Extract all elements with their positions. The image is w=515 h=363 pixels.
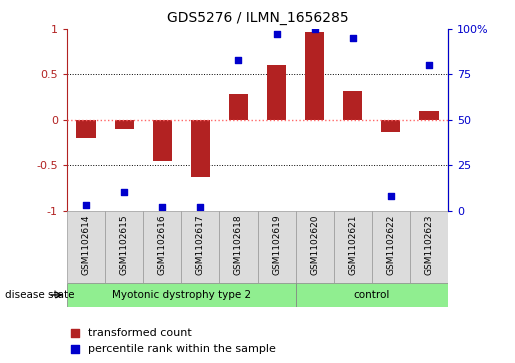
Point <box>158 204 166 210</box>
Bar <box>305 32 324 120</box>
Text: GSM1102621: GSM1102621 <box>348 214 357 275</box>
Point <box>82 202 90 208</box>
Point <box>120 189 128 195</box>
Text: GSM1102614: GSM1102614 <box>81 214 91 275</box>
Point <box>272 32 281 37</box>
Text: GSM1102620: GSM1102620 <box>310 214 319 275</box>
Bar <box>67 211 105 283</box>
Point <box>234 57 243 63</box>
Text: GSM1102619: GSM1102619 <box>272 214 281 275</box>
Bar <box>344 91 363 120</box>
Point <box>196 204 204 210</box>
Text: GSM1102616: GSM1102616 <box>158 214 167 275</box>
Text: percentile rank within the sample: percentile rank within the sample <box>88 344 276 354</box>
Bar <box>219 211 258 283</box>
Text: GSM1102618: GSM1102618 <box>234 214 243 275</box>
Text: GSM1102623: GSM1102623 <box>424 214 434 275</box>
Text: disease state: disease state <box>5 290 75 300</box>
Bar <box>143 211 181 283</box>
Point <box>425 62 433 68</box>
Point <box>387 193 395 199</box>
Bar <box>382 120 401 132</box>
Bar <box>296 211 334 283</box>
Text: Myotonic dystrophy type 2: Myotonic dystrophy type 2 <box>112 290 251 300</box>
Text: GSM1102615: GSM1102615 <box>119 214 129 275</box>
Text: control: control <box>354 290 390 300</box>
Bar <box>76 120 96 138</box>
Bar <box>334 211 372 283</box>
Bar <box>181 211 219 283</box>
Text: transformed count: transformed count <box>88 328 192 338</box>
Bar <box>258 211 296 283</box>
Text: GSM1102617: GSM1102617 <box>196 214 205 275</box>
Bar <box>105 211 143 283</box>
Point <box>71 346 79 352</box>
Bar <box>267 65 286 120</box>
Point <box>349 35 357 41</box>
Bar <box>419 111 439 120</box>
Title: GDS5276 / ILMN_1656285: GDS5276 / ILMN_1656285 <box>167 11 348 25</box>
Bar <box>114 120 134 129</box>
Bar <box>229 94 248 120</box>
Bar <box>191 120 210 177</box>
Bar <box>296 283 448 307</box>
Bar <box>67 283 296 307</box>
Bar <box>372 211 410 283</box>
Bar <box>410 211 448 283</box>
Bar <box>153 120 172 160</box>
Text: GSM1102622: GSM1102622 <box>386 214 396 274</box>
Point <box>311 26 319 32</box>
Point <box>71 330 79 336</box>
